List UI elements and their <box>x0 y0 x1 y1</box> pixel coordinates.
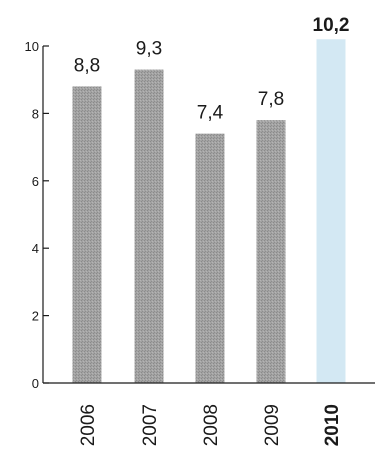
bar-2006 <box>72 86 102 383</box>
x-tick-label-2010: 2010 <box>322 404 343 446</box>
y-tick-label: 2 <box>32 309 39 324</box>
bars <box>72 39 346 383</box>
y-tick-label: 8 <box>32 106 39 121</box>
bar-2007 <box>134 69 164 383</box>
y-axis: 0 2 4 6 8 10 <box>25 39 49 391</box>
x-axis: 2006 2007 2008 2009 2010 <box>43 382 375 446</box>
bar-2010 <box>316 39 346 383</box>
data-label-2008: 7,4 <box>197 103 224 124</box>
y-tick-label: 10 <box>25 39 39 54</box>
data-label-2007: 9,3 <box>136 39 162 60</box>
x-tick-label-2007: 2007 <box>140 404 161 446</box>
bar-2008 <box>195 133 225 383</box>
y-tick-label: 0 <box>32 376 39 391</box>
x-tick-label-2009: 2009 <box>262 404 283 446</box>
x-tick-label-2006: 2006 <box>78 404 99 446</box>
x-tick-label-2008: 2008 <box>201 404 222 446</box>
data-labels: 8,8 9,3 7,4 7,8 10,2 <box>74 15 350 124</box>
y-tick-label: 4 <box>32 241 39 256</box>
data-label-2010: 10,2 <box>313 15 350 36</box>
bar-2009 <box>256 120 286 383</box>
data-label-2009: 7,8 <box>258 89 284 110</box>
y-tick-label: 6 <box>32 174 39 189</box>
data-label-2006: 8,8 <box>74 55 100 76</box>
